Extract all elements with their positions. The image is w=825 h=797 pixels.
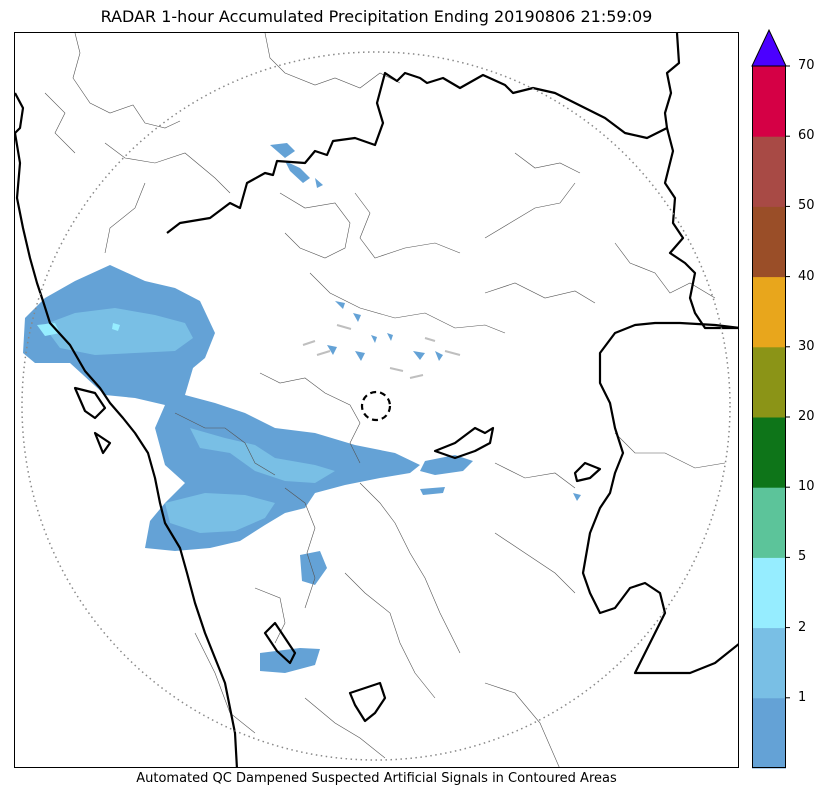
colorbar-bin [752,627,786,699]
colorbar-tick-label: 40 [798,268,815,284]
colorbar-bin [752,417,786,488]
colorbar-bin [752,276,786,348]
andhra-border [581,321,738,675]
puducherry-enclave [433,426,495,460]
colorbar-bin [752,557,786,629]
colorbar-bin [752,136,786,207]
colorbar-tick-label: 10 [798,479,815,495]
colorbar-tick-label: 1 [798,689,807,705]
colorbar-tick-label: 30 [798,338,815,354]
colorbar-bin [752,66,786,137]
colorbar-tick-label: 50 [798,198,815,214]
colorbar-bin [752,697,786,769]
precip-area-scattered-center [327,301,443,361]
colorbar [751,28,790,769]
radar-range-ring [21,51,731,761]
colorbar-extend-arrow [751,28,787,67]
precipitation-layer [23,143,581,673]
map-title: RADAR 1-hour Accumulated Precipitation E… [100,7,653,26]
colorbar-tick-label: 20 [798,409,815,424]
colorbar-tick-label: 70 [798,58,815,73]
colorbar-tick-label: 5 [798,549,807,565]
enclave-north-kerala [15,92,25,134]
qc-contour-areas [302,324,461,379]
southern-border [263,621,387,723]
telangana-border [663,127,738,330]
karnataka-border [166,33,681,234]
qc-note: Automated QC Dampened Suspected Artifici… [136,771,617,786]
colorbar-bin [752,346,786,418]
enclave-south-east [573,461,602,483]
colorbar-canvas [751,28,790,769]
precip-area-north [270,143,323,188]
district-boundaries [44,33,726,767]
precip-area-east [420,455,581,501]
radar-site-marker [360,390,392,422]
western-enclave [73,386,112,455]
state-boundaries [15,33,738,767]
colorbar-frame [752,65,786,768]
colorbar-bin [752,206,786,278]
colorbar-bin [752,487,786,558]
radar-map [14,32,739,768]
coastline [15,132,238,767]
precip-area-south [260,551,327,673]
map-canvas [15,33,738,767]
colorbar-tick-label: 2 [798,619,807,635]
colorbar-tick-label: 60 [798,128,815,144]
precip-area-lightblue [43,308,335,533]
